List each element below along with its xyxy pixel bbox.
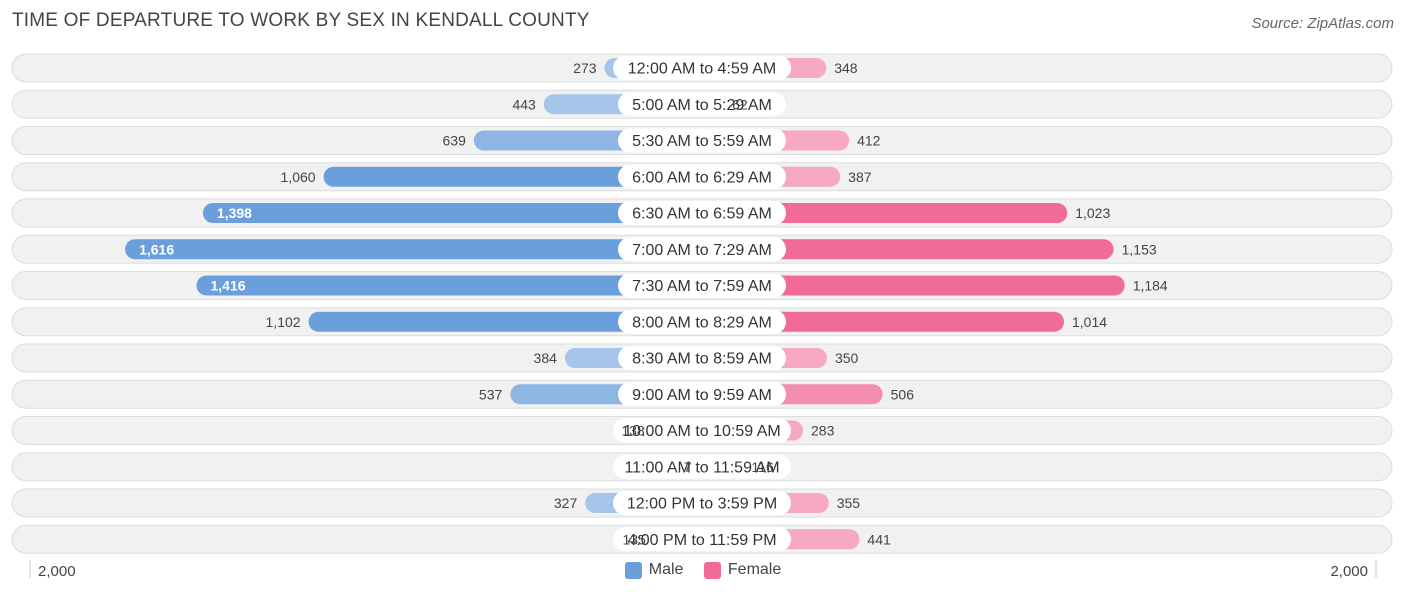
category-pill <box>618 273 786 298</box>
male-bar <box>308 311 712 332</box>
category-pill <box>618 346 786 370</box>
male-value-label: 7 <box>684 459 692 475</box>
legend-item-female: Female <box>703 561 782 579</box>
category-label: 5:00 AM to 5:29 AM <box>632 97 772 114</box>
category-label: 7:30 AM to 7:59 AM <box>632 278 772 295</box>
male-bar <box>196 275 712 296</box>
legend-swatch-female <box>703 561 721 579</box>
male-value-label: 1,060 <box>281 169 316 185</box>
category-label: 5:30 AM to 5:59 AM <box>632 133 772 150</box>
legend-label-male: Male <box>648 561 684 578</box>
female-value-label: 441 <box>867 531 891 547</box>
category-pill <box>618 128 786 153</box>
female-value-label: 283 <box>811 423 835 439</box>
legend-swatch-male <box>624 561 642 579</box>
category-pill <box>618 309 786 334</box>
male-value-label: 138 <box>621 423 645 439</box>
category-label: 11:00 AM to 11:59 AM <box>624 459 779 476</box>
category-label: 10:00 AM to 10:59 AM <box>623 423 780 440</box>
axis-left-label: 2,000 <box>38 563 76 580</box>
category-pill <box>618 382 786 407</box>
category-label: 6:00 AM to 6:29 AM <box>632 169 772 186</box>
male-value-label: 1,616 <box>139 241 174 257</box>
category-pill <box>613 56 791 80</box>
category-pill <box>618 201 786 225</box>
female-value-label: 412 <box>857 133 881 149</box>
female-value-label: 1,153 <box>1122 241 1157 257</box>
female-value-label: 355 <box>837 495 861 511</box>
legend: Male Female <box>0 561 1406 584</box>
category-pill <box>613 418 791 443</box>
category-label: 12:00 PM to 3:59 PM <box>627 496 777 513</box>
category-pill <box>613 527 791 552</box>
female-value-label: 348 <box>834 60 858 76</box>
female-value-label: 62 <box>732 96 748 112</box>
category-pill <box>618 164 786 189</box>
male-bar <box>125 239 712 260</box>
female-value-label: 506 <box>891 386 915 402</box>
male-value-label: 1,102 <box>266 314 301 330</box>
category-pill <box>613 491 791 515</box>
axis-right-label: 2,000 <box>1330 563 1368 580</box>
category-pill <box>618 237 786 262</box>
category-label: 12:00 AM to 4:59 AM <box>628 61 777 78</box>
male-bar <box>323 166 712 187</box>
male-value-label: 384 <box>534 350 558 366</box>
female-value-label: 1,014 <box>1072 314 1107 330</box>
category-label: 9:00 AM to 9:59 AM <box>632 387 772 404</box>
category-pill <box>613 454 791 479</box>
male-value-label: 1,416 <box>210 278 245 294</box>
category-label: 8:00 AM to 8:29 AM <box>632 314 772 331</box>
female-bar <box>692 311 1064 332</box>
chart-title: TIME OF DEPARTURE TO WORK BY SEX IN KEND… <box>12 10 590 31</box>
female-bar <box>692 275 1125 296</box>
male-value-label: 273 <box>573 60 597 76</box>
category-label: 8:30 AM to 8:59 AM <box>632 351 772 368</box>
category-label: 4:00 PM to 11:59 PM <box>627 532 776 549</box>
male-value-label: 443 <box>512 96 536 112</box>
legend-label-female: Female <box>727 561 782 578</box>
female-value-label: 1,023 <box>1075 205 1110 221</box>
male-value-label: 537 <box>479 386 503 402</box>
male-bar <box>202 203 712 223</box>
female-value-label: 350 <box>835 350 859 366</box>
category-pill <box>618 92 786 117</box>
male-value-label: 639 <box>443 133 467 149</box>
male-value-label: 135 <box>622 531 646 547</box>
female-value-label: 1,184 <box>1133 278 1168 294</box>
female-value-label: 116 <box>751 459 774 475</box>
legend-item-male: Male <box>624 561 684 579</box>
source-label: Source: ZipAtlas.com <box>1251 15 1394 32</box>
female-value-label: 387 <box>848 169 872 185</box>
category-label: 7:00 AM to 7:29 AM <box>632 242 772 259</box>
male-value-label: 327 <box>554 495 578 511</box>
category-label: 6:30 AM to 6:59 AM <box>632 206 772 223</box>
female-bar <box>692 203 1068 223</box>
male-value-label: 1,398 <box>217 205 252 221</box>
female-bar <box>692 239 1114 260</box>
